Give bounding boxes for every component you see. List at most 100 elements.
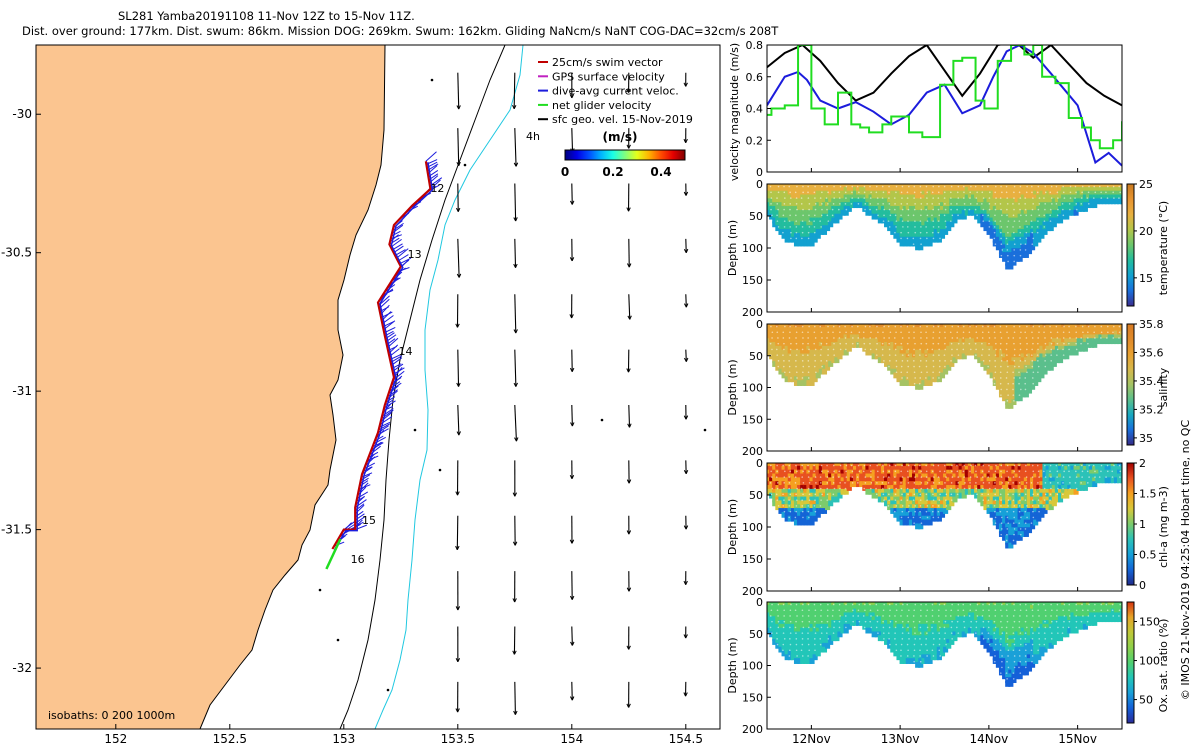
geo-velocity-vector <box>513 72 516 109</box>
section-y-axis-label: Depth (m) <box>726 220 739 276</box>
velocity-series-line <box>767 45 1122 150</box>
map-frame <box>35 44 721 730</box>
colorbar-tick-label: 20 <box>1139 225 1153 238</box>
geo-velocity-vector <box>457 128 460 166</box>
section-y-tick-label: 100 <box>742 242 763 255</box>
geo-vector-head <box>626 479 632 484</box>
geo-velocity-vector <box>571 626 573 646</box>
geo-vector-head <box>626 645 631 650</box>
geo-vector-dot <box>600 418 604 422</box>
geo-vector-head <box>683 469 689 475</box>
map-colorbar-tick-label: 0 <box>561 165 569 179</box>
map-y-tick-label: -31 <box>12 384 32 398</box>
section-y-tick-label: 100 <box>742 660 763 673</box>
geo-velocity-vector <box>514 294 517 334</box>
colorbar-tick-label: 50 <box>1139 694 1153 707</box>
geo-vector-head <box>683 525 689 530</box>
section-panel-4-field <box>767 602 1122 687</box>
geo-vector-head <box>513 710 518 715</box>
legend-entry-label: sfc geo. vel. 15-Nov-2019 <box>552 113 693 126</box>
dac-vector <box>385 396 396 403</box>
dac-vector <box>390 381 401 389</box>
velocity-y-tick-label: 0.8 <box>746 39 764 52</box>
dac-vector <box>390 375 403 386</box>
section-colorbar <box>1126 462 1135 586</box>
time-axis-tick-label: 14Nov <box>970 732 1009 746</box>
day-label: 15 <box>362 514 376 527</box>
geo-vector-head <box>627 263 632 268</box>
day-label: 12 <box>430 182 444 195</box>
geo-vector-head <box>570 746 573 750</box>
section-panel-3-field <box>767 463 1122 549</box>
geo-vector-head <box>456 431 461 436</box>
dac-vector <box>357 482 369 493</box>
geo-vector-head <box>569 200 575 205</box>
geo-vector-head <box>683 634 688 639</box>
velocity-plot <box>767 45 1122 167</box>
geo-vector-head <box>455 545 460 550</box>
geo-vector-head <box>512 650 517 655</box>
colorbar-tick-label: 25 <box>1139 178 1153 191</box>
section-y-tick-label: 0 <box>756 178 763 191</box>
geo-vector-head <box>569 696 575 701</box>
velocity-y-tick-label: 0.4 <box>746 103 764 116</box>
section-colorbar-label: Ox. sat. ratio (%) <box>1157 619 1170 713</box>
colorbar-tick-label: 1 <box>1139 518 1146 531</box>
geo-vector-head <box>569 474 575 480</box>
dac-vector <box>359 480 369 487</box>
geo-vector-head <box>569 539 575 544</box>
geo-vector-head <box>626 88 631 93</box>
geo-velocity-vector <box>628 294 631 320</box>
dac-vector <box>389 234 399 243</box>
map-colorbar-label: (m/s) <box>603 130 638 144</box>
map-x-tick-label: 152.5 <box>213 732 247 746</box>
geo-vector-head <box>626 530 632 535</box>
map-x-tick-label: 154 <box>560 732 583 746</box>
geo-vector-dot <box>703 428 707 432</box>
geo-velocity-vector <box>457 72 460 110</box>
map-plot <box>36 45 707 750</box>
time-axis-tick-label: 13Nov <box>881 732 920 746</box>
colorbar-tick-label: 2 <box>1139 457 1146 470</box>
geo-vector-head <box>512 104 517 110</box>
geo-velocity-vector <box>457 404 460 436</box>
geo-vector-head <box>513 162 519 167</box>
dac-vector <box>392 370 405 381</box>
geo-vector-head <box>455 708 460 713</box>
section-y-axis-label: Depth (m) <box>726 499 739 555</box>
glider-track <box>331 161 432 550</box>
dac-vector <box>396 248 409 259</box>
geo-velocity-vector <box>685 294 687 308</box>
geo-vector-head <box>512 541 518 546</box>
dac-vector <box>390 238 402 248</box>
geo-vector-head <box>569 257 575 262</box>
section-colorbar-label: temperature (°C) <box>1157 201 1170 295</box>
section-y-tick-label: 50 <box>749 628 763 641</box>
section-colorbar-label: chl-a (mg m-3) <box>1157 486 1170 568</box>
geo-vector-head <box>683 415 689 420</box>
colorbar-tick-label: 35.6 <box>1139 346 1164 359</box>
colorbar-tick-label: 100 <box>1139 655 1160 668</box>
legend-entry-label: dive-avg current veloc. <box>552 85 679 98</box>
section-colorbar <box>1126 601 1135 724</box>
section-y-tick-label: 100 <box>742 382 763 395</box>
velocity-series-line <box>767 45 1122 167</box>
geo-vector-head <box>513 217 518 222</box>
colorbar-tick-label: 35.2 <box>1139 403 1164 416</box>
geo-vector-head <box>456 382 461 387</box>
time-axis-tick-label: 12Nov <box>792 732 831 746</box>
footer-credit: © IMOS 21-Nov-2019 04:25:04 Hobart time,… <box>1179 420 1192 701</box>
geo-vector-head <box>683 692 688 697</box>
geo-vector-head <box>513 382 518 387</box>
geo-vector-head <box>456 105 461 110</box>
map-y-tick-label: -32 <box>12 661 32 675</box>
geo-vector-head <box>569 367 575 372</box>
legend-entry-label: 25cm/s swim vector <box>552 56 663 69</box>
dac-vector <box>386 390 398 400</box>
day-label: 14 <box>399 345 413 358</box>
geo-velocity-vector <box>457 349 460 387</box>
dac-vector <box>389 237 400 245</box>
dac-vector <box>360 474 371 481</box>
dac-vector <box>383 406 393 411</box>
geo-velocity-vector <box>628 404 631 428</box>
